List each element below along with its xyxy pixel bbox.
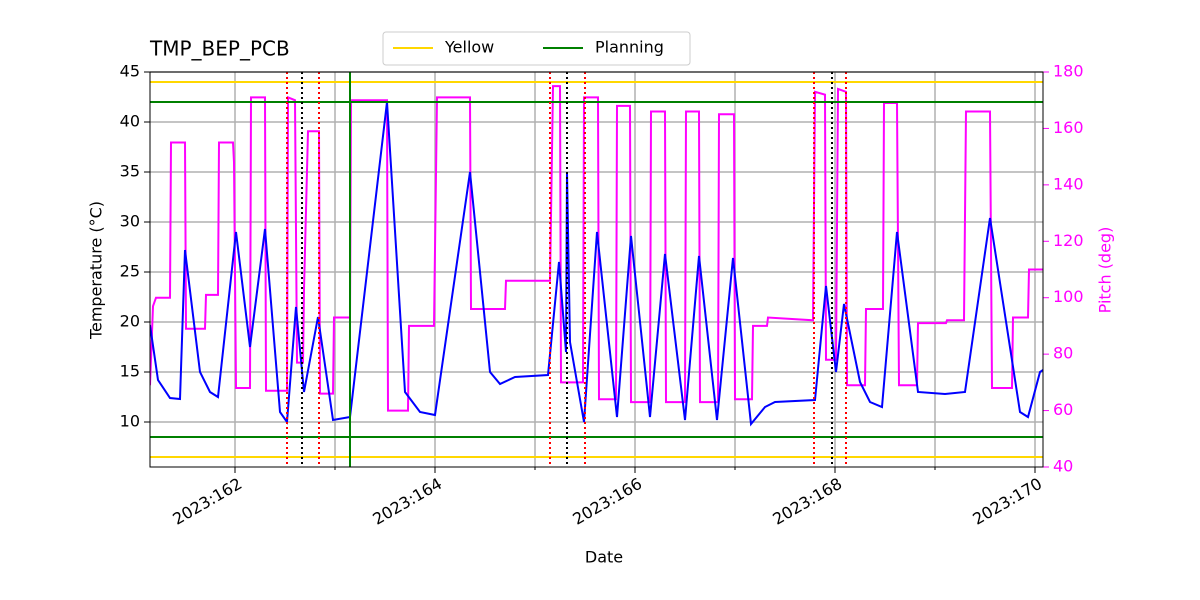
x-tick-label: 2023:168 bbox=[769, 474, 845, 529]
y-tick-label: 45 bbox=[120, 62, 140, 81]
y-tick-label: 40 bbox=[120, 112, 140, 131]
y2-tick-label: 180 bbox=[1053, 62, 1084, 81]
y2-tick-label: 160 bbox=[1053, 118, 1084, 137]
legend-label: Yellow bbox=[444, 38, 494, 57]
plot-frame bbox=[149, 71, 1044, 468]
y-axis-label: Temperature (°C) bbox=[87, 201, 106, 340]
y-tick-label: 35 bbox=[120, 162, 140, 181]
y-tick-label: 15 bbox=[120, 362, 140, 381]
y2-tick-label: 120 bbox=[1053, 231, 1084, 250]
legend-box bbox=[382, 31, 691, 66]
y2-axis-label: Pitch (deg) bbox=[1096, 227, 1115, 314]
y2-tick-label: 140 bbox=[1053, 174, 1084, 193]
y2-tick-label: 40 bbox=[1053, 457, 1073, 476]
y-tick-label: 10 bbox=[120, 412, 140, 431]
legend-label: Planning bbox=[595, 38, 664, 57]
x-tick-label: 2023:166 bbox=[569, 474, 645, 529]
data-line bbox=[150, 101, 1043, 427]
y2-tick-label: 60 bbox=[1053, 400, 1073, 419]
y2-tick-label: 100 bbox=[1053, 287, 1084, 306]
y-tick-label: 20 bbox=[120, 312, 140, 331]
chart-title: TMP_BEP_PCB bbox=[149, 37, 290, 61]
y-tick-label: 30 bbox=[120, 212, 140, 231]
y2-tick-label: 80 bbox=[1053, 344, 1073, 363]
y-tick-label: 25 bbox=[120, 262, 140, 281]
x-tick-label: 2023:170 bbox=[969, 474, 1045, 529]
x-tick-label: 2023:162 bbox=[169, 474, 245, 529]
x-axis-label: Date bbox=[585, 548, 623, 567]
x-tick-label: 2023:164 bbox=[369, 474, 445, 529]
